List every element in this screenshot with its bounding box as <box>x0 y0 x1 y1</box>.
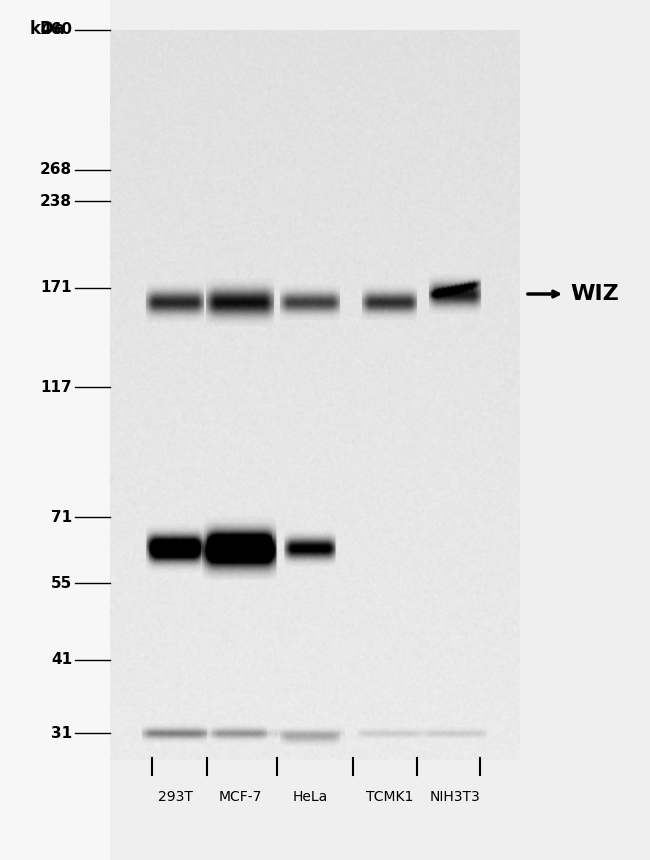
Text: 41: 41 <box>51 653 72 667</box>
Text: 55: 55 <box>51 575 72 591</box>
Text: 71: 71 <box>51 509 72 525</box>
Text: 31: 31 <box>51 726 72 740</box>
Text: TCMK1: TCMK1 <box>367 790 413 804</box>
Text: 268: 268 <box>40 163 72 177</box>
Text: 293T: 293T <box>157 790 192 804</box>
Text: 460: 460 <box>40 22 72 38</box>
Text: 238: 238 <box>40 194 72 208</box>
Text: 171: 171 <box>40 280 72 296</box>
Text: MCF-7: MCF-7 <box>218 790 262 804</box>
Text: kDa: kDa <box>30 20 66 38</box>
Text: HeLa: HeLa <box>292 790 328 804</box>
Text: 117: 117 <box>40 379 72 395</box>
Text: NIH3T3: NIH3T3 <box>430 790 480 804</box>
Text: WIZ: WIZ <box>570 284 619 304</box>
